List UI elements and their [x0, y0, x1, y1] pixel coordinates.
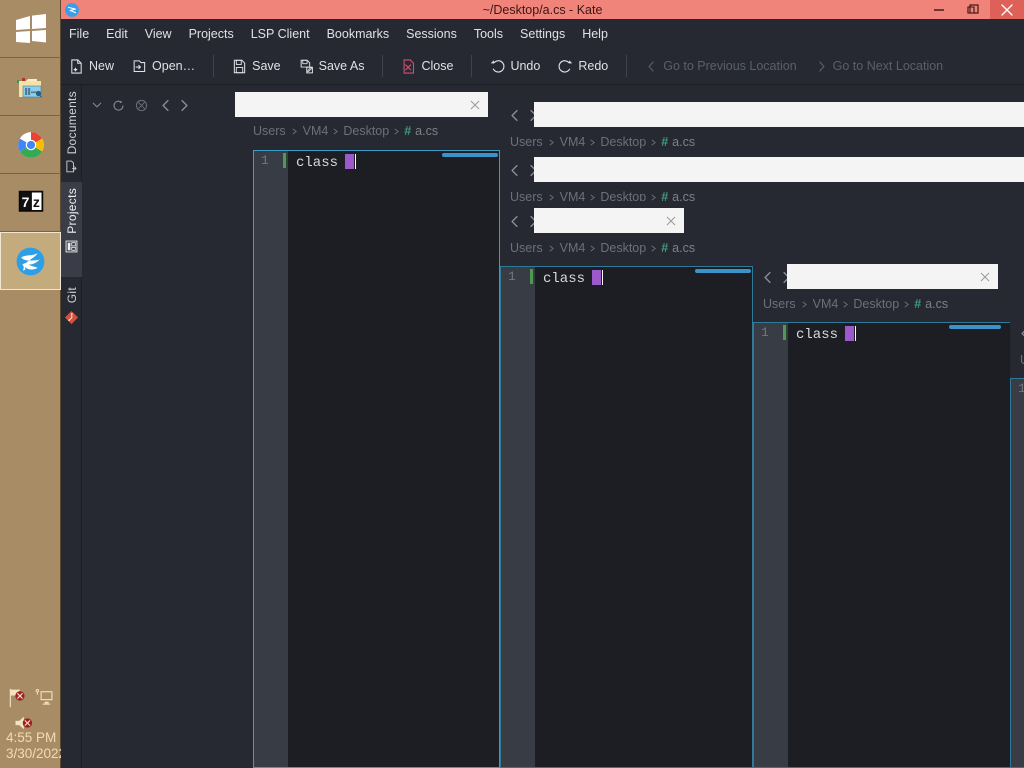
- svg-text:z: z: [32, 193, 39, 209]
- svg-text:7: 7: [21, 193, 29, 209]
